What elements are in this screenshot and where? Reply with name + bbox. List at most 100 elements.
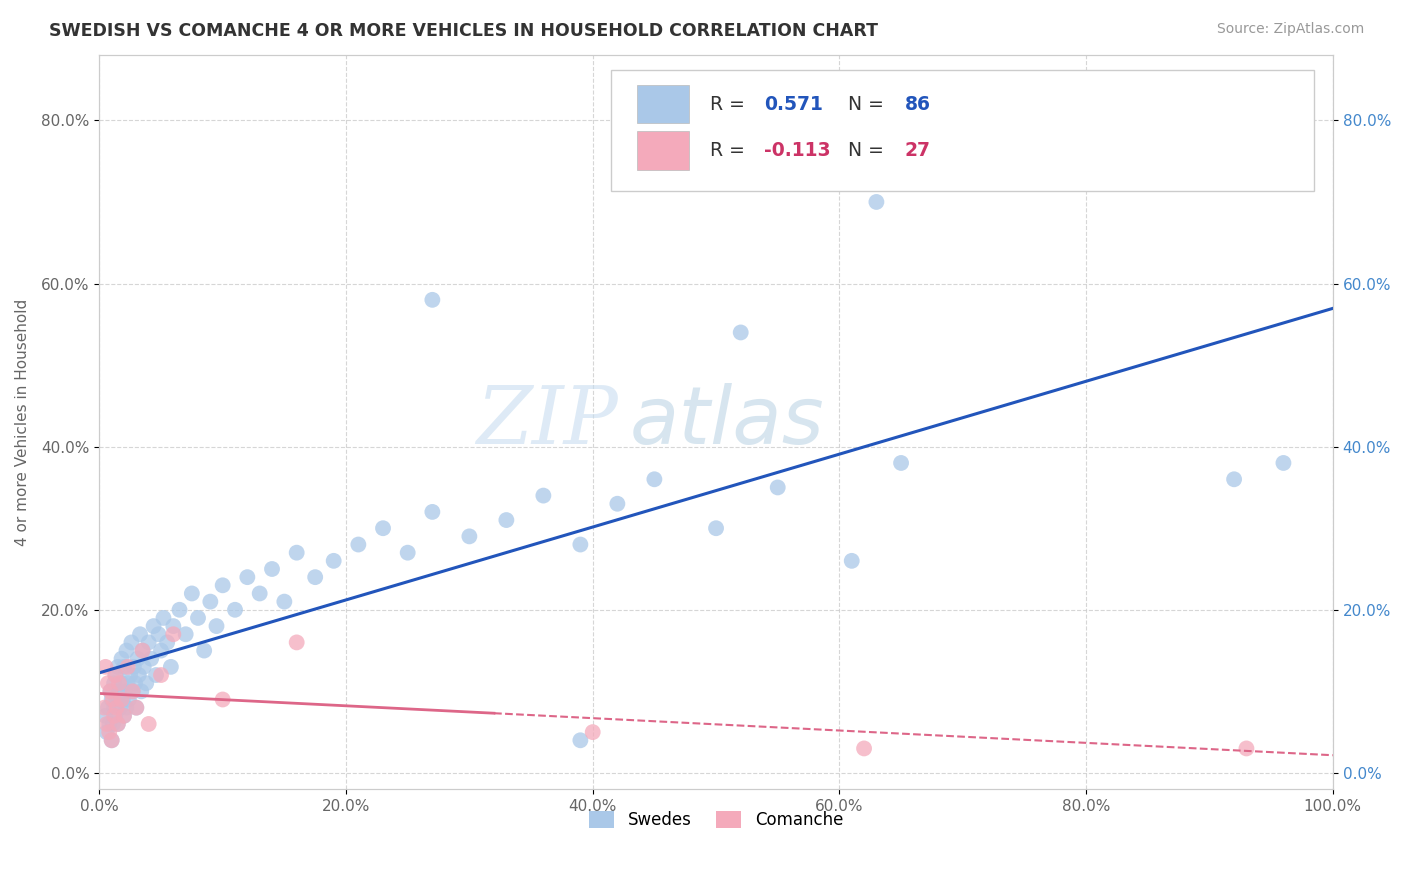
Point: [224, 603, 246, 617]
Point: [865, 194, 887, 209]
Text: SWEDISH VS COMANCHE 4 OR MORE VEHICLES IN HOUSEHOLD CORRELATION CHART: SWEDISH VS COMANCHE 4 OR MORE VEHICLES I…: [49, 22, 879, 40]
Point: [110, 700, 132, 714]
Point: [187, 611, 209, 625]
Point: [127, 651, 149, 665]
Point: [495, 513, 517, 527]
Text: R =: R =: [710, 95, 751, 114]
Point: [569, 537, 592, 551]
Point: [121, 684, 143, 698]
Point: [260, 562, 283, 576]
Point: [1272, 456, 1295, 470]
Point: [1236, 741, 1258, 756]
Point: [100, 684, 122, 698]
Point: [124, 676, 146, 690]
Text: N =: N =: [848, 141, 890, 160]
Point: [150, 668, 173, 682]
Point: [249, 586, 271, 600]
Point: [131, 643, 153, 657]
Point: [458, 529, 481, 543]
Point: [131, 643, 153, 657]
Point: [100, 733, 122, 747]
Point: [1223, 472, 1246, 486]
Point: [112, 708, 135, 723]
Point: [100, 684, 122, 698]
Point: [94, 708, 117, 723]
Point: [422, 293, 444, 307]
Point: [150, 643, 173, 657]
Point: [853, 741, 876, 756]
Point: [111, 692, 134, 706]
Point: [200, 594, 222, 608]
Point: [96, 725, 118, 739]
Point: [110, 692, 132, 706]
Point: [93, 700, 115, 714]
Text: ZIP: ZIP: [475, 384, 617, 461]
Point: [107, 717, 129, 731]
Point: [96, 717, 118, 731]
Point: [104, 708, 127, 723]
Point: [304, 570, 326, 584]
Point: [205, 619, 228, 633]
Point: [98, 717, 121, 731]
Point: [422, 505, 444, 519]
Point: [105, 692, 128, 706]
Point: [129, 627, 152, 641]
Point: [890, 456, 912, 470]
Point: [704, 521, 727, 535]
Point: [103, 676, 125, 690]
Point: [285, 635, 308, 649]
Text: 86: 86: [905, 95, 931, 114]
Point: [104, 668, 127, 682]
Point: [108, 676, 131, 690]
Point: [169, 603, 191, 617]
Point: [114, 684, 136, 698]
Point: [103, 708, 125, 723]
Point: [101, 717, 124, 731]
Point: [118, 692, 141, 706]
Point: [101, 692, 124, 706]
Point: [152, 611, 174, 625]
Point: [105, 700, 128, 714]
Point: [211, 578, 233, 592]
Point: [107, 717, 129, 731]
Point: [112, 660, 135, 674]
FancyBboxPatch shape: [637, 131, 689, 169]
Text: atlas: atlas: [630, 384, 824, 461]
Point: [569, 733, 592, 747]
Point: [97, 700, 120, 714]
Point: [180, 586, 202, 600]
Point: [107, 660, 129, 674]
Point: [139, 651, 162, 665]
Point: [117, 676, 139, 690]
Point: [138, 717, 160, 731]
Point: [766, 480, 789, 494]
Point: [162, 627, 184, 641]
Point: [273, 594, 295, 608]
Point: [110, 651, 132, 665]
Point: [160, 660, 183, 674]
Point: [193, 643, 215, 657]
Point: [148, 627, 170, 641]
Point: [108, 684, 131, 698]
Point: [100, 692, 122, 706]
Point: [396, 546, 419, 560]
Point: [145, 668, 167, 682]
Point: [285, 546, 308, 560]
Point: [94, 660, 117, 674]
Point: [128, 668, 150, 682]
Point: [347, 537, 370, 551]
Point: [135, 676, 157, 690]
Point: [643, 472, 665, 486]
Point: [125, 700, 148, 714]
Point: [121, 684, 143, 698]
Text: Source: ZipAtlas.com: Source: ZipAtlas.com: [1216, 22, 1364, 37]
Point: [606, 497, 628, 511]
Point: [115, 643, 138, 657]
Point: [104, 668, 127, 682]
Point: [129, 684, 152, 698]
Point: [211, 692, 233, 706]
Point: [582, 725, 605, 739]
Point: [132, 660, 155, 674]
Point: [156, 635, 179, 649]
Point: [162, 619, 184, 633]
